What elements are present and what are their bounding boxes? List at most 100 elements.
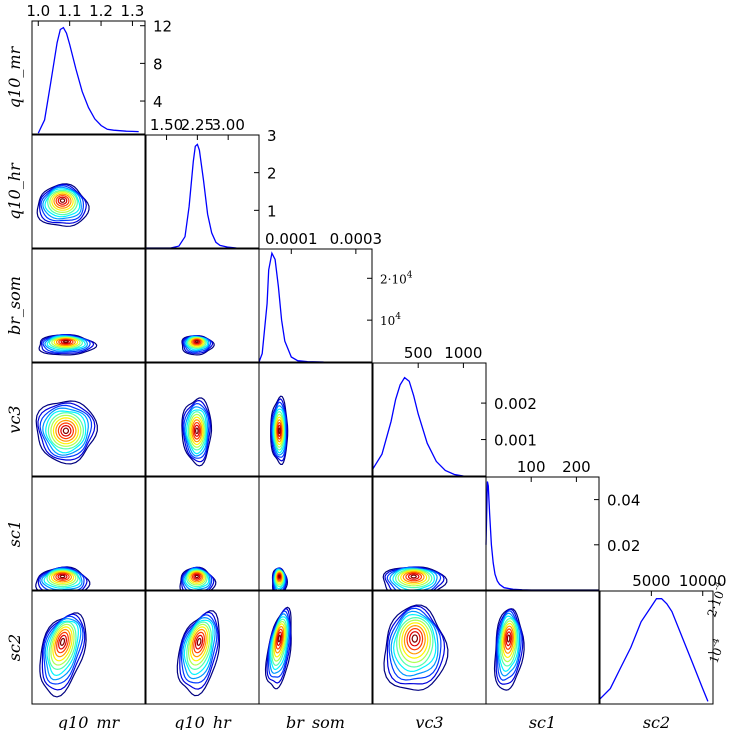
contour-line [44,618,82,681]
contour-line [55,419,77,442]
y-tick-label: 0.001 [494,432,537,450]
contour-line [179,611,220,690]
contour-line [497,612,521,677]
x-tick-label: 500 [404,344,433,362]
contour-line [59,198,66,203]
marginal-curve-q10_hr [146,143,237,249]
panel-frame [258,590,373,705]
contour-line [277,634,281,643]
contour-line [183,402,210,459]
contour-line [493,608,525,691]
y-tick-label: 4 [153,93,163,111]
contour-line [403,624,426,655]
contour-line [62,340,70,344]
marginal-curve-vc3 [372,376,464,477]
contour-line [275,419,283,443]
contour-line [189,570,205,584]
contour-line [181,335,215,356]
contour-line [383,604,449,691]
contour-line [55,572,70,581]
contour-line [194,340,199,344]
panel-frame [599,590,714,705]
contour-line [190,416,204,446]
contour-line [500,620,517,663]
contour-line [40,184,85,222]
contour-line [50,570,75,584]
y-axis-label-br_som: br_som [5,276,24,335]
x-axis-label-sc2: sc2 [643,713,670,730]
y-axis-label-vc3: vc3 [5,405,24,433]
contour-line [62,427,69,434]
contour-line [382,566,448,590]
contour-line [384,566,445,590]
contour-line [274,413,285,448]
contour-line [410,574,417,579]
contour-line [57,422,75,440]
y-tick-label: 0.02 [607,537,640,555]
contour-line [48,336,84,350]
y-tick-label: 104 [380,312,401,328]
y-axis-label-sc2: sc2 [5,634,24,661]
contour-line [44,188,81,218]
panel-frame [372,362,487,477]
y-tick-label: 1 [267,202,277,220]
contour-line [41,613,86,691]
contour-line [55,337,76,346]
contour-line [53,571,73,583]
contour-line [185,409,207,455]
contour-line [499,617,518,667]
contour-line [39,612,87,698]
contour-line [54,628,71,658]
panel-frame [145,134,260,249]
panel-frame [31,134,146,249]
contour-line [58,338,74,345]
y-tick-label: 10-4 [705,637,728,665]
contour-line [42,186,82,220]
panel-frame [31,248,146,363]
marginal-curve-sc2 [599,598,709,702]
contour-line [275,416,284,446]
contour-line [271,401,287,458]
contour-line [187,411,207,451]
contour-line [59,574,66,579]
contour-line [39,183,87,224]
y-tick-label: 2 [267,165,277,183]
contour-line [392,613,437,673]
contour-line [272,408,286,454]
contour-line [182,616,216,680]
contour-line [45,410,87,454]
panel-frame [485,476,600,591]
panel-frame [31,362,146,477]
x-tick-label: 2.25 [181,116,214,134]
contour-line [181,397,213,467]
contour-line [182,399,212,463]
contour-line [386,605,446,685]
contour-line [191,572,202,581]
contour-line [47,412,85,450]
contour-line [42,407,89,456]
y-tick-label: 3 [267,127,277,145]
contour-line [195,634,204,650]
y-axis-label-q10_mr: q10_mr [5,45,24,108]
contour-line [501,622,516,659]
contour-line [269,616,289,671]
contour-line [398,619,431,664]
contour-line [55,195,70,207]
contour-line [57,196,68,205]
contour-line [189,626,209,662]
x-tick-label: 10000 [679,572,727,590]
contour-line [506,634,511,643]
x-axis-label-vc3: vc3 [415,713,443,730]
contour-line [192,421,202,440]
contour-line [184,406,208,457]
contour-line [193,424,200,437]
contour-line [194,574,199,579]
contour-line [273,411,285,451]
contour-line [51,192,74,211]
x-tick-label: 3.00 [211,116,244,134]
contour-line [271,405,286,456]
x-axis-label-q10_hr: q10_hr [174,713,232,730]
contour-line [498,615,519,672]
y-axis-label-q10_hr: q10_hr [5,162,24,220]
